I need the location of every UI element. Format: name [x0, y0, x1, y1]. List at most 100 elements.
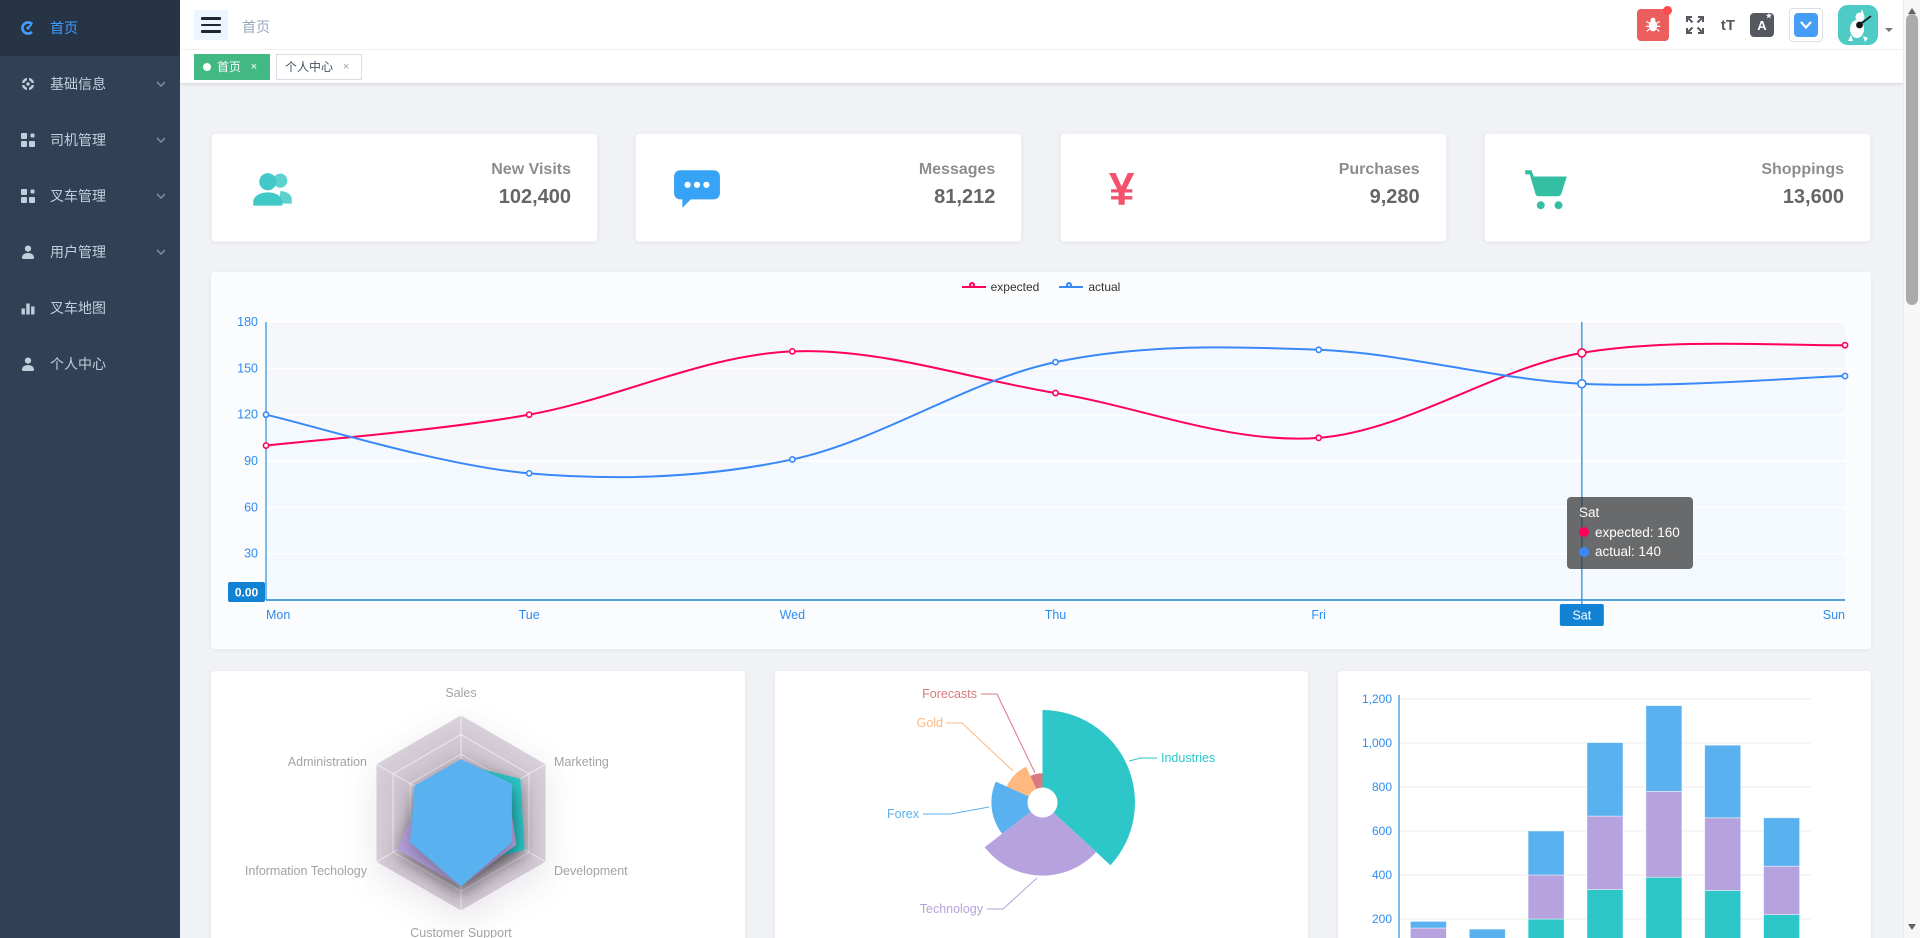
bar-segment-stack-bottom[interactable] — [1527, 918, 1565, 938]
bottom-charts-row: Sales Marketing Development Customer Suppor… — [211, 671, 1871, 938]
data-point — [788, 347, 796, 355]
stat-label: Messages — [918, 161, 996, 178]
pie-slice-Industries[interactable] — [1042, 710, 1135, 866]
avatar-figure — [1838, 5, 1878, 45]
bar-segment-stack-middle[interactable] — [1704, 817, 1742, 891]
radar-indicator-label: Sales — [445, 686, 476, 700]
pie-slice-Technology[interactable] — [984, 811, 1097, 876]
font-size-icon[interactable]: tT — [1721, 17, 1735, 34]
theme-dropdown-button[interactable] — [1789, 8, 1823, 42]
data-point — [262, 442, 270, 449]
bar-segment-stack-bottom[interactable] — [1645, 876, 1683, 938]
tag-home[interactable]: 首页 × — [194, 53, 271, 80]
radar-indicator-label: Administration — [288, 755, 367, 769]
bar-segment-stack-bottom[interactable] — [1586, 889, 1624, 938]
avatar[interactable] — [1838, 5, 1878, 45]
hamburger-icon[interactable] — [194, 10, 228, 40]
stat-value: 9,280 — [1369, 186, 1420, 208]
pie-slice-Forex[interactable] — [991, 781, 1031, 834]
bar-segment-stack-middle[interactable] — [1527, 874, 1565, 920]
data-point — [1841, 341, 1849, 349]
bar-segment-stack-bottom[interactable] — [1763, 914, 1801, 938]
sidebar-item-user-mgmt[interactable]: 用户管理 — [0, 224, 180, 280]
pie-label-Technology: Technology — [920, 902, 984, 916]
scrollbar-thumb[interactable] — [1906, 14, 1918, 305]
sidebar-item-forklift-map[interactable]: 叉车地图 — [0, 280, 180, 336]
legend-item-expected[interactable]: expected — [961, 280, 1039, 294]
bar-chart[interactable]: 200 400 600 800 1,000 1,200 — [1338, 671, 1871, 938]
chevron-down-icon — [156, 137, 166, 143]
bar-segment-stack-bottom[interactable] — [1704, 889, 1742, 938]
language-icon[interactable]: A ★ — [1750, 13, 1774, 37]
bar-chart-card: 200 400 600 800 1,000 1,200 — [1338, 671, 1871, 938]
chevron-down-icon — [156, 249, 166, 255]
sidebar-item-driver-mgmt[interactable]: 司机管理 — [0, 112, 180, 168]
pie-label-line — [981, 693, 1036, 774]
pie-slice-Gold[interactable] — [1006, 766, 1037, 797]
language-star: ★ — [1765, 13, 1772, 20]
sidebar-item-basic-info[interactable]: 基础信息 — [0, 56, 180, 112]
stat-card-messages[interactable]: Messages 81,212 — [635, 133, 1023, 242]
language-letter: A — [1757, 17, 1767, 33]
bar-segment-stack-top[interactable] — [1410, 920, 1447, 929]
sidebar-item-forklift-mgmt[interactable]: 叉车管理 — [0, 168, 180, 224]
bar-segment-stack-middle[interactable] — [1410, 927, 1447, 938]
radar-indicator-label: Marketing — [554, 755, 609, 769]
bar-segment-stack-top[interactable] — [1763, 817, 1801, 867]
data-point — [788, 456, 796, 463]
pie-label-line — [1128, 757, 1157, 762]
chevron-down-icon — [156, 193, 166, 199]
stat-value: 13,600 — [1782, 186, 1844, 208]
bar-segment-stack-top[interactable] — [1645, 705, 1683, 792]
error-log-bug-icon[interactable] — [1636, 6, 1672, 41]
scroll-down-arrow[interactable] — [1908, 924, 1916, 934]
legend-marker — [961, 282, 986, 292]
stat-card-new-visits[interactable]: New Visits 102,400 — [211, 133, 598, 242]
y-tick-label: 800 — [1372, 780, 1392, 794]
scroll-up-arrow[interactable] — [1908, 4, 1916, 14]
x-tick-label: Mon — [266, 608, 290, 622]
data-point — [1052, 389, 1059, 397]
legend-marker — [1059, 282, 1084, 292]
stat-card-shoppings[interactable]: Shoppings 13,600 — [1483, 133, 1871, 242]
caret-down-icon[interactable] — [1885, 28, 1893, 36]
x-tick-label: Thu — [1045, 608, 1067, 622]
bar-segment-stack-middle[interactable] — [1763, 865, 1801, 915]
stat-card-purchases[interactable]: ¥ Purchases 9,280 — [1059, 133, 1447, 242]
stat-value: 81,212 — [934, 186, 996, 208]
chevron-down-icon — [156, 81, 166, 87]
bar-segment-stack-top[interactable] — [1468, 928, 1506, 938]
y-axis-pointer-value: 0.00 — [235, 586, 259, 600]
y-axis-pointer-badge — [228, 582, 265, 602]
close-icon[interactable]: × — [250, 60, 258, 73]
font-size-glyph: tT — [1720, 16, 1735, 34]
bar-segment-stack-top[interactable] — [1586, 742, 1624, 817]
pie-chart[interactable]: Industries Technology Forex Gold Forecasts — [775, 671, 1308, 938]
bar-segment-stack-middle[interactable] — [1645, 791, 1683, 878]
bar-segment-stack-top[interactable] — [1704, 744, 1742, 819]
radar-chart[interactable]: Sales Marketing Development Customer Suppor… — [211, 671, 745, 938]
tag-profile[interactable]: 个人中心 × — [276, 53, 363, 80]
sidebar-item-profile[interactable]: 个人中心 — [0, 336, 180, 392]
dashboard-icon — [21, 21, 35, 35]
radar-indicator-label: Customer Support — [410, 926, 512, 938]
y-tick-label: 60 — [244, 500, 258, 514]
pie-label-Forecasts: Forecasts — [922, 687, 977, 701]
y-tick-label: 150 — [237, 361, 258, 375]
fullscreen-icon[interactable] — [1684, 14, 1706, 36]
user-icon — [22, 245, 34, 259]
page-scrollbar[interactable] — [1903, 0, 1920, 938]
tag-active-dot — [203, 62, 211, 71]
close-icon[interactable]: × — [342, 60, 350, 73]
bar-segment-stack-middle[interactable] — [1586, 815, 1624, 890]
pie-slice-Forecasts[interactable] — [1030, 773, 1043, 789]
legend-item-actual[interactable]: actual — [1059, 280, 1120, 294]
y-tick-label: 30 — [244, 547, 258, 561]
tag-label: 个人中心 — [285, 60, 334, 74]
navbar: 首页 tT A ★ — [180, 0, 1903, 50]
data-point — [525, 411, 533, 419]
sidebar-item-home[interactable]: 首页 — [0, 0, 180, 56]
line-chart[interactable]: 30 60 90 120 150 180 Mon Tue Wed Thu Fri Sat Sun 0.00… — [211, 272, 1871, 649]
bar-segment-stack-top[interactable] — [1527, 830, 1565, 876]
bar-chart-icon — [21, 303, 35, 315]
